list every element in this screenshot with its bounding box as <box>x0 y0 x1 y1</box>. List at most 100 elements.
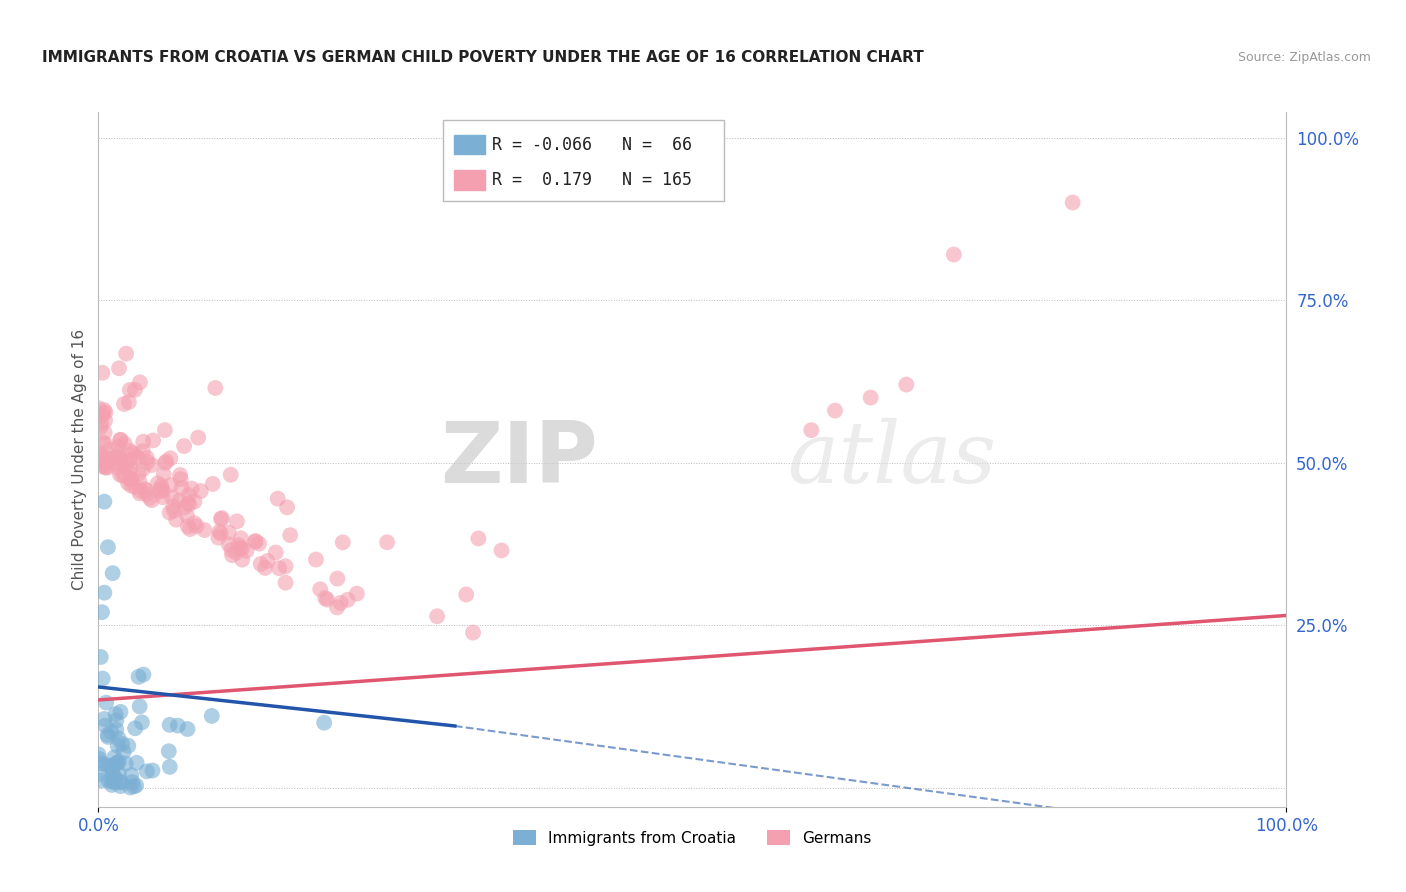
Point <box>98 452 121 467</box>
Point <box>100 725 122 739</box>
Point <box>173 439 195 453</box>
Point <box>141 493 163 508</box>
Point <box>800 423 823 437</box>
Point <box>162 500 184 514</box>
Point <box>176 508 198 523</box>
Point <box>117 475 139 490</box>
Point <box>135 450 157 465</box>
Point <box>157 744 180 758</box>
Point <box>94 460 117 475</box>
Point <box>326 600 349 615</box>
Point <box>107 447 129 461</box>
Point <box>136 455 159 469</box>
Point <box>110 775 132 789</box>
Point <box>150 479 173 493</box>
Point <box>112 745 135 759</box>
Point <box>89 446 111 460</box>
Point <box>142 434 165 448</box>
Point <box>218 537 240 551</box>
Point <box>152 467 174 482</box>
Point <box>183 494 205 508</box>
Point <box>117 739 139 753</box>
Point <box>245 534 267 549</box>
Point <box>124 480 146 494</box>
Point <box>93 425 115 440</box>
Point <box>115 346 138 360</box>
Point <box>159 506 181 520</box>
Point <box>125 779 148 793</box>
Point <box>491 543 513 558</box>
Point <box>225 546 247 560</box>
Point <box>108 766 131 780</box>
Point <box>90 756 112 771</box>
Point <box>129 376 152 390</box>
Point <box>179 522 201 536</box>
Point <box>112 397 135 411</box>
Point <box>247 536 270 550</box>
Point <box>249 557 271 571</box>
Point <box>89 752 111 766</box>
Point <box>146 476 169 491</box>
Point <box>91 672 114 686</box>
Point <box>108 450 131 465</box>
Point <box>824 403 846 417</box>
Point <box>97 540 120 554</box>
Point <box>314 591 336 605</box>
Point <box>93 459 115 474</box>
Point <box>127 451 149 466</box>
Point <box>149 484 172 499</box>
Legend: Immigrants from Croatia, Germans: Immigrants from Croatia, Germans <box>508 823 877 852</box>
Point <box>135 487 157 501</box>
Point <box>218 525 240 540</box>
Point <box>107 739 129 753</box>
Point <box>118 395 141 409</box>
Point <box>159 760 181 774</box>
Point <box>87 401 110 416</box>
Point <box>231 541 253 556</box>
Point <box>104 457 127 471</box>
Point <box>94 455 117 469</box>
Point <box>107 461 129 475</box>
Point <box>221 543 243 558</box>
Point <box>94 718 117 732</box>
Point <box>207 531 229 545</box>
Point <box>108 755 131 769</box>
Point <box>110 775 132 789</box>
Point <box>219 467 242 482</box>
Point <box>120 473 142 487</box>
Y-axis label: Child Poverty Under the Age of 16: Child Poverty Under the Age of 16 <box>72 329 87 590</box>
Point <box>110 779 132 793</box>
Point <box>152 490 174 504</box>
Point <box>426 609 449 624</box>
Point <box>91 605 114 619</box>
Point <box>173 500 195 515</box>
Point <box>152 483 174 498</box>
Point <box>118 453 141 467</box>
Point <box>467 532 489 546</box>
Point <box>93 459 115 474</box>
Point <box>121 446 143 460</box>
Point <box>120 461 142 475</box>
Point <box>208 524 231 539</box>
Point <box>167 719 190 733</box>
Text: R =  0.179   N = 165: R = 0.179 N = 165 <box>492 171 692 189</box>
Point <box>305 552 328 566</box>
Point <box>209 512 232 526</box>
Point <box>336 592 359 607</box>
Point <box>190 483 212 498</box>
Point <box>90 650 112 665</box>
Point <box>98 442 121 457</box>
Point <box>231 552 253 566</box>
Point <box>105 723 128 737</box>
Point <box>97 451 120 466</box>
Point <box>103 750 125 764</box>
Point <box>179 497 201 511</box>
Point <box>91 366 114 380</box>
Point <box>87 747 110 762</box>
Point <box>129 483 152 498</box>
Point <box>114 756 136 771</box>
Point <box>149 482 172 496</box>
Point <box>128 475 150 489</box>
Point <box>94 413 117 427</box>
Text: IMMIGRANTS FROM CROATIA VS GERMAN CHILD POVERTY UNDER THE AGE OF 16 CORRELATION : IMMIGRANTS FROM CROATIA VS GERMAN CHILD … <box>42 51 924 65</box>
